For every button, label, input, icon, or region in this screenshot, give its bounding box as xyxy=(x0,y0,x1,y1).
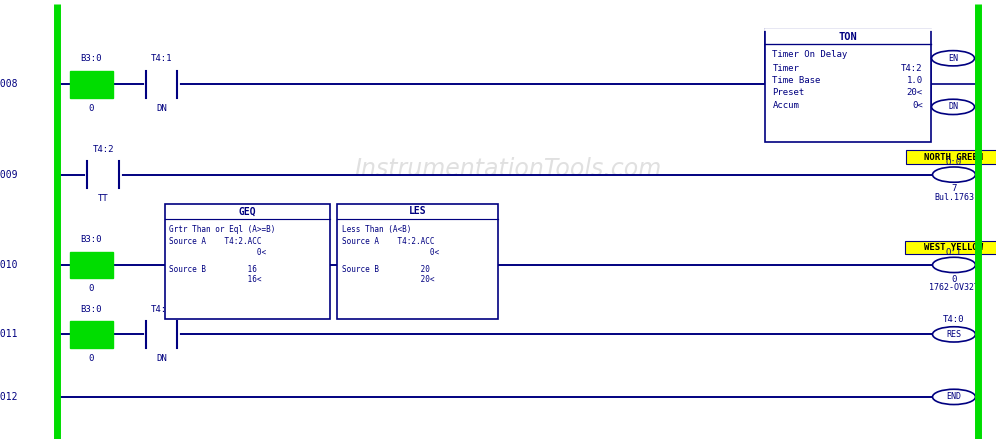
Bar xyxy=(906,150,1002,164)
Text: END: END xyxy=(947,392,962,401)
Bar xyxy=(905,241,1003,254)
Bar xyxy=(165,204,330,319)
Text: 20<: 20< xyxy=(342,276,435,284)
Text: NORTH GREEN: NORTH GREEN xyxy=(925,153,984,162)
Text: T4:1: T4:1 xyxy=(151,54,172,63)
Text: 0010: 0010 xyxy=(0,260,18,270)
Text: Source A    T4:2.ACC: Source A T4:2.ACC xyxy=(169,237,262,246)
Text: TON: TON xyxy=(838,31,857,42)
Text: T4:2: T4:2 xyxy=(901,64,923,73)
Text: 0: 0 xyxy=(89,284,94,293)
Text: 0009: 0009 xyxy=(0,170,18,179)
Text: Source B         20: Source B 20 xyxy=(342,265,430,274)
Text: Accum: Accum xyxy=(773,101,800,110)
Text: 0: 0 xyxy=(89,354,94,363)
Circle shape xyxy=(933,257,976,272)
Text: 0012: 0012 xyxy=(0,392,18,402)
Polygon shape xyxy=(69,71,113,97)
Text: 16<: 16< xyxy=(169,276,262,284)
Polygon shape xyxy=(69,321,113,348)
Circle shape xyxy=(932,99,975,115)
Text: Timer: Timer xyxy=(773,64,800,73)
Text: DN: DN xyxy=(156,104,167,113)
Text: DN: DN xyxy=(948,102,958,111)
Text: 0: 0 xyxy=(952,275,957,284)
Text: Source A    T4:2.ACC: Source A T4:2.ACC xyxy=(342,237,435,246)
Text: B3:0: B3:0 xyxy=(80,54,102,63)
Text: WEST YELLOW: WEST YELLOW xyxy=(925,243,984,252)
Text: Preset: Preset xyxy=(773,89,805,97)
Text: Less Than (A<B): Less Than (A<B) xyxy=(342,225,411,233)
Text: Source B         16: Source B 16 xyxy=(169,265,258,274)
Text: B3:0: B3:0 xyxy=(80,304,102,314)
Text: TT: TT xyxy=(98,194,109,203)
Text: 0<: 0< xyxy=(912,101,923,110)
Text: O:0: O:0 xyxy=(946,158,962,167)
Text: B3:0: B3:0 xyxy=(80,235,102,244)
Text: 20<: 20< xyxy=(906,89,923,97)
Text: 0<: 0< xyxy=(342,248,440,256)
Text: 1762-OV32T: 1762-OV32T xyxy=(929,283,979,292)
Circle shape xyxy=(933,389,976,404)
Circle shape xyxy=(933,327,976,342)
Text: InstrumentationTools.com: InstrumentationTools.com xyxy=(354,157,662,181)
Circle shape xyxy=(932,51,975,66)
Text: RES: RES xyxy=(947,330,962,339)
Text: DN: DN xyxy=(156,354,167,363)
Text: T4:0: T4:0 xyxy=(944,315,965,324)
Text: 7: 7 xyxy=(952,184,957,193)
Text: T4:2: T4:2 xyxy=(93,145,114,154)
Text: EN: EN xyxy=(948,54,958,63)
Text: Time Base: Time Base xyxy=(773,76,821,85)
Text: 0: 0 xyxy=(89,104,94,113)
Text: 1.0: 1.0 xyxy=(906,76,923,85)
Bar xyxy=(337,204,498,319)
Circle shape xyxy=(933,167,976,182)
Text: T4:2: T4:2 xyxy=(151,304,172,314)
Text: O:1: O:1 xyxy=(946,248,962,257)
Text: 0008: 0008 xyxy=(0,79,18,89)
Polygon shape xyxy=(69,252,113,278)
Text: 0<: 0< xyxy=(169,248,267,256)
Bar xyxy=(765,29,931,142)
Text: LES: LES xyxy=(409,206,427,217)
Text: 0011: 0011 xyxy=(0,330,18,339)
Text: Grtr Than or Eql (A>=B): Grtr Than or Eql (A>=B) xyxy=(169,225,276,233)
Text: Timer On Delay: Timer On Delay xyxy=(773,51,848,59)
Text: GEQ: GEQ xyxy=(238,206,257,217)
Text: Bul.1763: Bul.1763 xyxy=(934,193,974,202)
